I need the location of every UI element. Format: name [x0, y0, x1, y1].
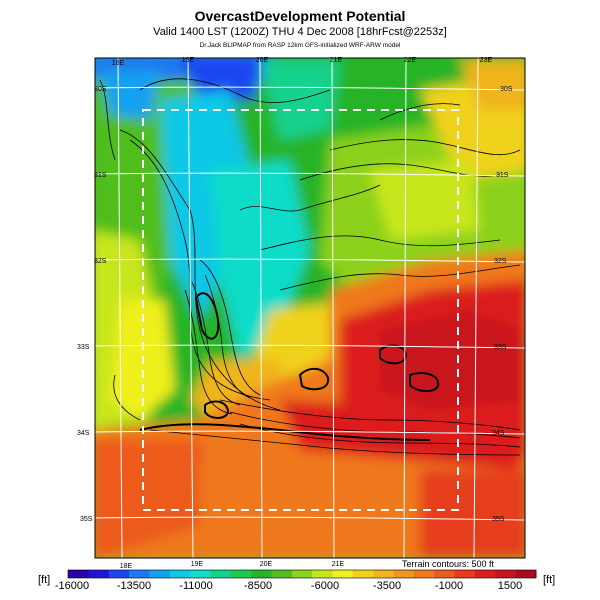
colorbar-tick-label: 1500 [497, 580, 523, 592]
colorbar-swatch [210, 570, 232, 578]
colorbar-swatch [108, 570, 130, 578]
colorbar-tick-label: -13500 [116, 580, 152, 592]
colorbar-tick-label: -16000 [54, 580, 90, 592]
lat-label: 31S [496, 172, 509, 179]
colorbar-swatch [88, 570, 110, 578]
colorbar-tick-label: -11000 [179, 580, 213, 592]
model-source: Dr.Jack BLIPMAP from RASP 12km GFS-initi… [199, 42, 401, 49]
lon-label: 18E [120, 563, 133, 570]
lon-label: 19E [191, 561, 204, 568]
colorbar-swatch [332, 570, 354, 578]
colorbar-tick-label: -6000 [310, 580, 340, 592]
lat-label: 32S [494, 258, 507, 265]
right-lat-labels: 30S 31S 32S 33S 34S 35S [492, 86, 513, 523]
colorbar-swatch [495, 570, 517, 578]
left-lat-labels: 30S 31S 32S 33S 34S 35S [77, 86, 107, 523]
colorbar-tick-label: -8500 [243, 580, 273, 592]
lat-label: 31S [94, 172, 107, 179]
colorbar-swatch [169, 570, 191, 578]
colorbar-swatch [271, 570, 293, 578]
lat-label: 35S [492, 516, 505, 523]
lon-label: 21E [330, 57, 343, 64]
cloud-contours [139, 292, 440, 441]
lat-label: 33S [77, 344, 90, 351]
lat-lon-grid [95, 58, 525, 558]
lat-label: 32S [94, 258, 107, 265]
colorbar-swatch [515, 570, 537, 578]
lat-label: 34S [77, 430, 90, 437]
colorbar-swatch [190, 570, 211, 578]
lon-label: 20E [260, 561, 273, 568]
colorbar-swatch [352, 570, 374, 578]
colorbar [67, 569, 537, 579]
lon-label: 21E [332, 561, 345, 568]
colorbar-swatch [434, 570, 456, 578]
colorbar-tick-label: -3500 [372, 580, 402, 592]
map-frame [94, 57, 526, 559]
colorbar-unit-left: [ft] [38, 574, 51, 586]
colorbar-swatch [230, 570, 252, 578]
lon-label: 22E [404, 57, 417, 64]
lon-label: 20E [256, 57, 269, 64]
lat-label: 33S [494, 344, 507, 351]
colorbar-swatch [291, 570, 313, 578]
colorbar-swatch [413, 570, 435, 578]
lon-label: 19E [182, 57, 195, 64]
colorbar-unit-right: [ft] [543, 574, 556, 586]
colorbar-swatch [373, 570, 395, 578]
terrain-contour-note: Terrain contours: 500 ft [402, 559, 495, 569]
colorbar-swatch [474, 570, 496, 578]
lat-label: 35S [80, 516, 93, 523]
bottom-lon-labels: 18E 19E 20E 21E [120, 561, 345, 570]
map-field [95, 58, 525, 558]
top-lon-labels: 18E 19E 20E 21E 22E 23E [112, 57, 493, 67]
colorbar-swatch [149, 570, 171, 578]
inner-domain-box [142, 109, 459, 511]
colorbar-frame [67, 569, 537, 579]
colorbar-tick-label: -1000 [434, 580, 464, 592]
map-title: OvercastDevelopment Potential [194, 8, 406, 24]
colorbar-swatch [454, 570, 476, 578]
valid-time: Valid 1400 LST (1200Z) THU 4 Dec 2008 [1… [153, 26, 447, 38]
lat-label: 30S [94, 86, 107, 93]
colorbar-swatch [393, 570, 415, 578]
colorbar-swatch [68, 570, 89, 578]
lat-label: 30S [500, 86, 513, 93]
colorbar-swatch [251, 570, 272, 578]
lon-label: 23E [480, 57, 493, 64]
colorbar-swatch [129, 570, 150, 578]
lat-label: 34S [492, 430, 505, 437]
lon-label: 18E [112, 60, 125, 67]
colorbar-swatch [312, 570, 334, 578]
